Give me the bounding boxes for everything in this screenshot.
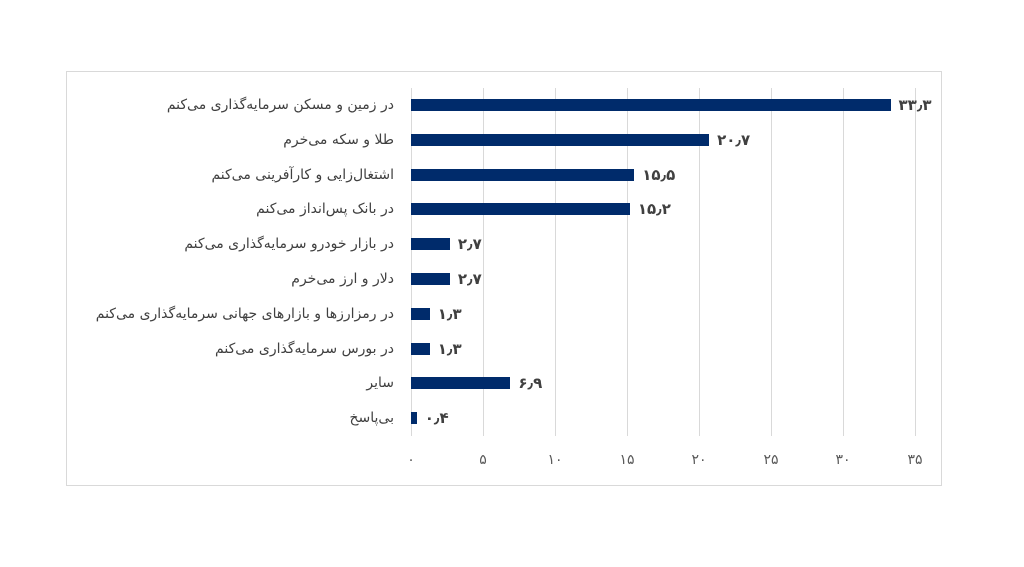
- x-tick-label: ۱۵: [619, 452, 635, 468]
- category-label: در بانک پس‌انداز می‌کنم: [256, 201, 394, 218]
- category-label: در بورس سرمایه‌گذاری می‌کنم: [215, 340, 394, 357]
- bar-value-label: ۱۵٫۲: [637, 200, 671, 219]
- category-label: سایر: [366, 375, 394, 392]
- category-label: در رمزارزها و بازارهای جهانی سرمایه‌گذار…: [95, 305, 394, 322]
- gridline: [483, 88, 484, 436]
- bar-value-label: ۰٫۴: [424, 409, 449, 428]
- gridline: [915, 88, 916, 436]
- x-tick-label: ۳۵: [907, 452, 923, 468]
- bar: [411, 412, 417, 425]
- gridline: [843, 88, 844, 436]
- bar: [411, 342, 430, 355]
- bar-value-label: ۱٫۳: [437, 304, 462, 323]
- bar: [411, 99, 891, 111]
- bar-value-label: ۲٫۷: [457, 235, 482, 254]
- bar-value-label: ۱٫۳: [437, 339, 462, 358]
- bar: [411, 377, 511, 390]
- bar: [411, 203, 630, 216]
- bar: [411, 133, 710, 146]
- bar: [411, 168, 635, 181]
- plot-area: [411, 88, 916, 436]
- x-tick-label: ۲۵: [763, 452, 779, 468]
- category-label: در زمین و مسکن سرمایه‌گذاری می‌کنم: [166, 97, 394, 113]
- x-tick-label: ۵: [479, 452, 487, 468]
- category-label: بی‌پاسخ: [349, 410, 395, 427]
- bar-value-label: ۶٫۹: [518, 374, 543, 393]
- bar-value-label: ۱۵٫۵: [642, 165, 676, 184]
- bar: [411, 307, 430, 320]
- category-label: اشتغال‌زایی و کارآفرینی می‌کنم: [211, 166, 394, 183]
- category-label: طلا و سکه می‌خرم: [283, 131, 394, 148]
- x-tick-label: ۱۰: [547, 452, 563, 468]
- bar-value-label: ۲۰٫۷: [717, 130, 751, 149]
- bar-value-label: ۲٫۷: [457, 270, 482, 288]
- gridline: [699, 88, 700, 436]
- bar: [411, 238, 450, 251]
- x-tick-label: ۰: [407, 452, 415, 468]
- category-label: دلار و ارز می‌خرم: [291, 271, 394, 287]
- gridline: [627, 88, 628, 436]
- gridline: [771, 88, 772, 436]
- x-tick-label: ۲۰: [691, 452, 707, 468]
- category-label: در بازار خودرو سرمایه‌گذاری می‌کنم: [184, 236, 394, 253]
- x-tick-label: ۳۰: [835, 452, 851, 468]
- bar-value-label: ۳۳٫۳: [898, 96, 932, 114]
- gridline: [555, 88, 556, 436]
- gridline: [411, 88, 412, 436]
- bar: [411, 273, 450, 285]
